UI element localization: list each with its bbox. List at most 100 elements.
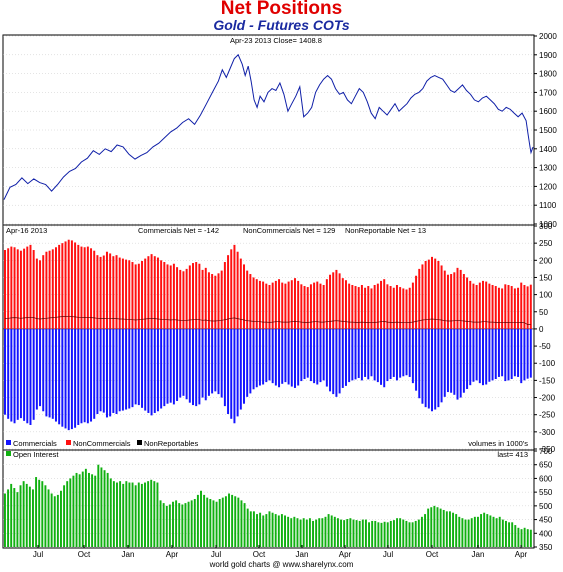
noncommercials-bar: [348, 283, 351, 329]
noncommercials-bar: [169, 265, 172, 329]
commercials-bar: [176, 328, 179, 401]
x-tick-label: Apr: [166, 550, 179, 559]
noncommercials-bar: [523, 285, 526, 329]
noncommercials-bar: [360, 285, 363, 329]
open-interest-bar: [22, 481, 25, 547]
commercials-bar: [501, 328, 504, 377]
noncommercials-bar: [504, 284, 507, 329]
open-interest-bar: [340, 519, 342, 547]
noncommercials-bar: [491, 285, 494, 329]
noncommercials-bar: [211, 274, 214, 329]
noncommercials-bar: [466, 277, 469, 329]
noncommercials-bar: [485, 281, 488, 329]
open-interest-bar: [168, 504, 171, 547]
open-interest-bar: [318, 518, 321, 547]
noncommercials-bar: [13, 247, 16, 329]
open-interest-bar: [184, 503, 187, 547]
open-interest-bar: [53, 496, 56, 547]
open-interest-bar: [386, 522, 389, 547]
noncommercials-bar: [434, 258, 437, 329]
commercials-bar: [290, 328, 293, 387]
cot-tick-label: 300: [539, 222, 553, 231]
open-interest-bar: [349, 518, 352, 547]
noncommercials-bar: [54, 247, 57, 329]
commercials-bar: [93, 328, 96, 419]
commercials-bar: [166, 328, 169, 404]
price-tick-label: 1500: [539, 126, 557, 135]
commercials-bar: [443, 328, 446, 397]
commercials-bar: [258, 328, 261, 386]
noncommercials-bar: [58, 244, 61, 329]
x-axis-ticks: Jul Oct Jan Apr Jul Oct Jan Apr Jul Oct Jan Apr: [33, 545, 528, 559]
noncommercials-bar: [134, 264, 137, 329]
open-interest-bar: [392, 520, 395, 547]
noncommercials-bar: [370, 288, 373, 329]
open-interest-bar: [371, 520, 374, 547]
open-interest-bar: [106, 472, 109, 547]
price-tick-label: 2000: [539, 32, 557, 41]
noncommercials-bar: [443, 270, 446, 329]
noncommercials-bar: [86, 246, 89, 329]
open-interest-bar: [280, 514, 283, 547]
open-interest-bar: [436, 507, 439, 547]
legend-commercials-swatch: [6, 440, 11, 445]
noncommercials-bar: [109, 253, 112, 329]
commercials-bar: [386, 328, 389, 382]
noncommercials-bar: [10, 246, 13, 329]
noncommercials-bar: [131, 262, 134, 329]
open-interest-bar: [305, 519, 308, 547]
open-interest-bar: [262, 515, 265, 547]
noncommercials-bar: [322, 285, 325, 329]
open-interest-bar: [240, 500, 243, 547]
commercials-bar: [383, 328, 386, 388]
commercials-bar: [497, 328, 500, 377]
noncommercials-bar: [399, 287, 402, 329]
noncommercials-bar: [338, 273, 341, 329]
noncommercials-bar: [383, 279, 386, 329]
oi-tick-label: 500: [539, 502, 553, 511]
commercials-bar: [188, 328, 191, 403]
oi-tick-label: 650: [539, 461, 553, 470]
commercials-bar: [255, 328, 258, 388]
noncommercials-bar: [297, 280, 300, 329]
commercials-bar: [329, 328, 332, 392]
open-interest-bar: [150, 479, 153, 547]
open-interest-bar: [175, 500, 178, 547]
noncommercials-bar: [223, 262, 226, 329]
commercials-bar: [344, 328, 347, 386]
noncommercials-bar: [469, 280, 472, 329]
commercials-bar: [201, 328, 204, 398]
gold-price-line: [3, 53, 534, 200]
open-interest-bar: [28, 486, 31, 547]
noncommercials-bar: [513, 288, 516, 329]
noncommercials-bar: [77, 244, 80, 329]
oi-tick-label: 350: [539, 543, 553, 552]
cot-tick-label: 200: [539, 256, 553, 265]
noncommercials-bar: [497, 287, 500, 329]
noncommercials-bar: [185, 268, 188, 329]
open-interest-bar: [193, 499, 196, 547]
noncommercials-bar: [418, 268, 421, 329]
noncommercials-bar: [373, 285, 376, 329]
noncommercials-bar: [278, 279, 281, 329]
noncommercials-bar: [281, 282, 284, 329]
open-interest-bar: [470, 518, 473, 547]
legend-commercials: Commercials: [13, 439, 57, 448]
open-interest-bar: [495, 518, 498, 547]
legend-open-interest-swatch: [6, 451, 11, 456]
open-interest-bar: [234, 496, 237, 547]
open-interest-bar: [358, 520, 361, 547]
commercials-bar: [204, 328, 207, 401]
commercials-bar: [35, 328, 38, 410]
commercials-bar: [271, 328, 274, 384]
commercials-bar: [118, 328, 121, 412]
commercials-bar: [67, 328, 70, 431]
open-interest-bar: [88, 472, 90, 547]
noncommercials-bar: [325, 279, 328, 329]
noncommercials-bar: [102, 255, 105, 329]
open-interest-bar: [514, 525, 517, 547]
commercials-bar: [284, 328, 287, 383]
commercials-bar: [520, 328, 523, 384]
open-interest-bar: [504, 520, 507, 547]
open-interest-bar: [399, 518, 402, 547]
